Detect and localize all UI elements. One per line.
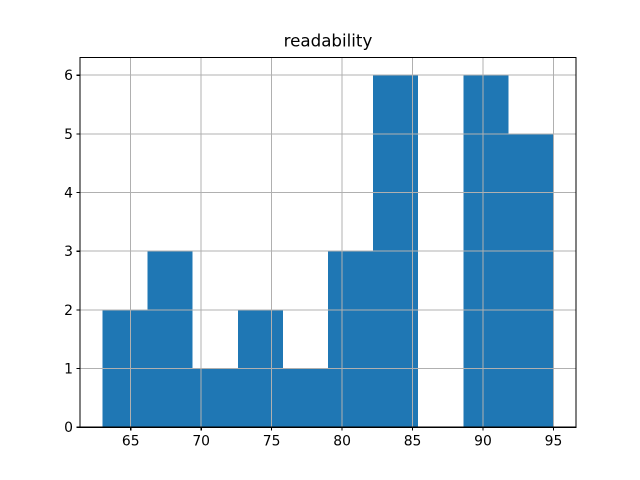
x-tick-label: 90 <box>474 434 492 450</box>
y-tick-label: 3 <box>64 244 73 260</box>
histogram-bar <box>192 368 238 428</box>
chart-title: readability <box>284 31 373 51</box>
grid-lines-layer <box>80 57 576 428</box>
y-axis: 0 1 2 3 4 5 6 <box>64 68 80 436</box>
x-tick-label: 80 <box>333 434 351 450</box>
histogram-bar <box>147 251 193 428</box>
histogram-bar <box>282 368 328 428</box>
y-tick-label: 1 <box>64 362 73 378</box>
y-tick-label: 6 <box>64 68 73 84</box>
y-tick-label: 5 <box>64 127 73 143</box>
histogram-bar <box>508 133 554 428</box>
histogram-bar <box>328 251 374 428</box>
x-tick-label: 85 <box>404 434 422 450</box>
x-tick-label: 65 <box>122 434 140 450</box>
plot-border <box>79 56 577 428</box>
y-tick-label: 4 <box>64 186 73 202</box>
y-tick-label: 0 <box>64 420 73 436</box>
y-tick-label: 2 <box>64 303 73 319</box>
x-tick-label: 95 <box>545 434 563 450</box>
x-tick-label: 75 <box>263 434 281 450</box>
x-axis: 65 70 75 80 85 90 95 <box>122 427 563 450</box>
x-tick-label: 70 <box>192 434 210 450</box>
